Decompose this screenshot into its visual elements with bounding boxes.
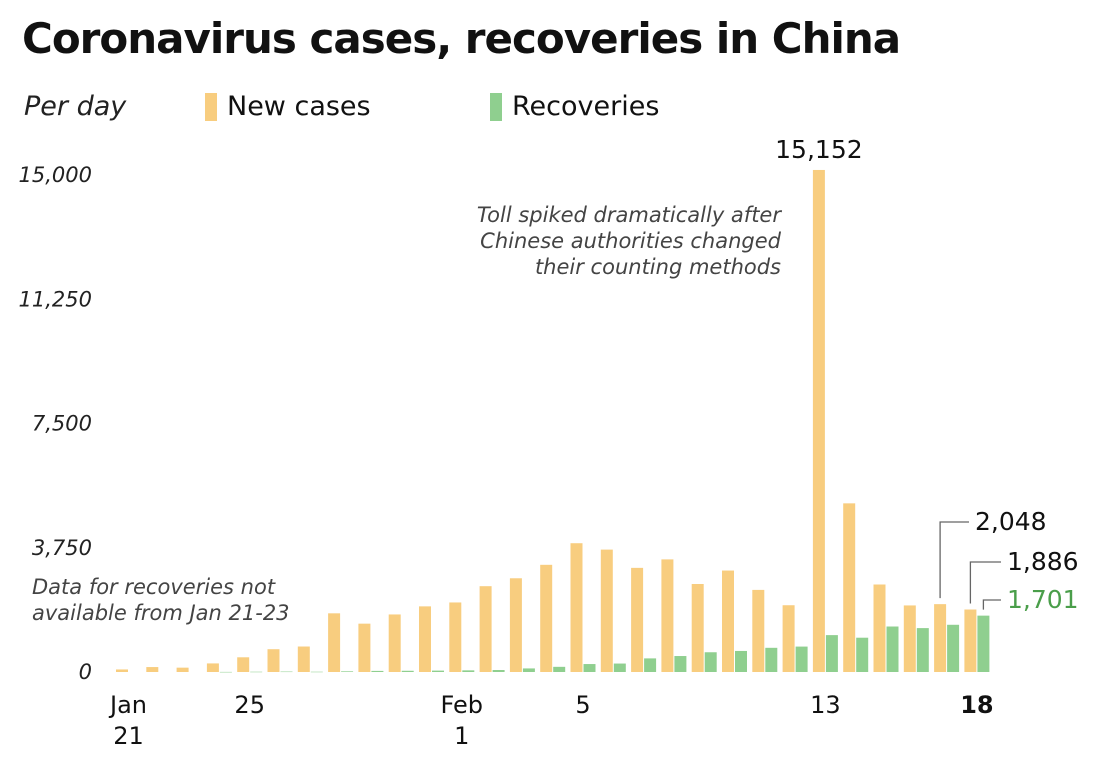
legend-label-recoveries: Recoveries [512, 91, 660, 122]
new-cases-bar [509, 578, 522, 672]
new-cases-bar [843, 503, 856, 672]
data-label: 2,048 [975, 507, 1047, 536]
new-cases-bar [479, 586, 492, 672]
data-label-leader [969, 561, 1001, 604]
new-cases-bar [328, 613, 341, 672]
recoveries-bar [704, 652, 717, 672]
recoveries-bar [462, 670, 475, 672]
new-cases-bar [934, 604, 947, 672]
data-label-leader [982, 599, 1001, 610]
recoveries-bar [735, 650, 747, 672]
new-cases-bar [570, 543, 583, 672]
x-tick-label: 13 [810, 691, 841, 719]
new-cases-bar [358, 623, 371, 672]
recoveries-bar [795, 646, 808, 672]
recoveries-bar [250, 671, 263, 673]
recoveries-bar [553, 666, 566, 672]
new-cases-bar [782, 605, 795, 672]
new-cases-bar [176, 667, 189, 672]
new-cases-bar [631, 567, 644, 672]
recoveries-bar [916, 628, 929, 672]
legend-item-recoveries: Recoveries [490, 91, 659, 122]
new-cases-bar [752, 589, 765, 672]
x-tick-label: Jan [108, 691, 147, 719]
data-label-peak: 15,152 [775, 135, 862, 164]
recoveries-bar [825, 635, 838, 672]
data-label: 1,701 [1007, 585, 1079, 614]
new-cases-bar [388, 614, 401, 672]
recoveries-bar [219, 671, 232, 673]
recoveries-bar [371, 670, 384, 672]
new-cases-bar [964, 609, 977, 672]
annotation-line: available from Jan 21-23 [32, 601, 290, 625]
new-cases-bar [419, 606, 431, 672]
x-tick-label: 21 [113, 722, 144, 750]
x-tick-label: 5 [575, 691, 590, 719]
new-cases-bar [237, 657, 250, 672]
x-tick-label: 1 [454, 722, 469, 750]
recoveries-bar [947, 624, 960, 672]
y-tick-label: 3,750 [32, 536, 92, 560]
data-label: 1,886 [1007, 547, 1079, 576]
recoveries-bar [401, 670, 414, 672]
recoveries-bar [583, 664, 596, 672]
recoveries-bar [432, 670, 444, 672]
new-cases-bar [661, 559, 674, 672]
chart-title: Coronavirus cases, recoveries in China [22, 14, 901, 63]
new-cases-bar [722, 570, 734, 672]
recoveries-bar [341, 671, 354, 672]
recoveries-bar [522, 668, 535, 672]
recoveries-bar [674, 656, 687, 672]
x-tick-label: Feb [441, 691, 484, 719]
legend-item-new-cases: New cases [205, 91, 371, 122]
new-cases-bar [600, 549, 613, 672]
new-cases-bar [812, 169, 825, 672]
new-cases-bar [449, 602, 462, 672]
new-cases-bar [116, 669, 128, 672]
data-label-leader [939, 521, 969, 599]
y-tick-label: 15,000 [19, 163, 92, 187]
new-cases-bar [691, 583, 704, 672]
new-cases-bar [903, 605, 916, 672]
y-tick-label: 11,250 [19, 287, 92, 311]
recoveries-bar [613, 663, 626, 672]
recoveries-bar [492, 670, 505, 672]
legend-swatch-new-cases [205, 92, 217, 121]
recoveries-bar [886, 626, 899, 672]
recoveries-bar [977, 615, 990, 672]
new-cases-bar [206, 663, 219, 672]
recoveries-bar [310, 671, 323, 673]
recoveries-bar [280, 671, 293, 673]
annotation-line: Toll spiked dramatically after [477, 203, 782, 227]
new-cases-bar [540, 564, 553, 672]
recoveries-bar [856, 637, 869, 672]
new-cases-bar [297, 646, 310, 672]
annotation-line: Chinese authorities changed [480, 229, 781, 253]
recoveries-bar [644, 658, 657, 672]
new-cases-bar [873, 584, 886, 672]
x-tick-label: 25 [234, 691, 265, 719]
new-cases-bar [146, 667, 159, 672]
chart-subtitle: Per day [24, 91, 127, 122]
new-cases-bar [267, 649, 280, 672]
y-tick-label: 0 [79, 660, 92, 684]
legend-label-new-cases: New cases [227, 91, 371, 122]
annotation-line: Data for recoveries not [32, 575, 276, 599]
recoveries-bar [765, 647, 778, 672]
y-tick-label: 7,500 [32, 412, 92, 436]
x-tick-label: 18 [960, 691, 993, 719]
legend-swatch-recoveries [490, 92, 502, 121]
annotation-line: their counting methods [535, 255, 781, 279]
